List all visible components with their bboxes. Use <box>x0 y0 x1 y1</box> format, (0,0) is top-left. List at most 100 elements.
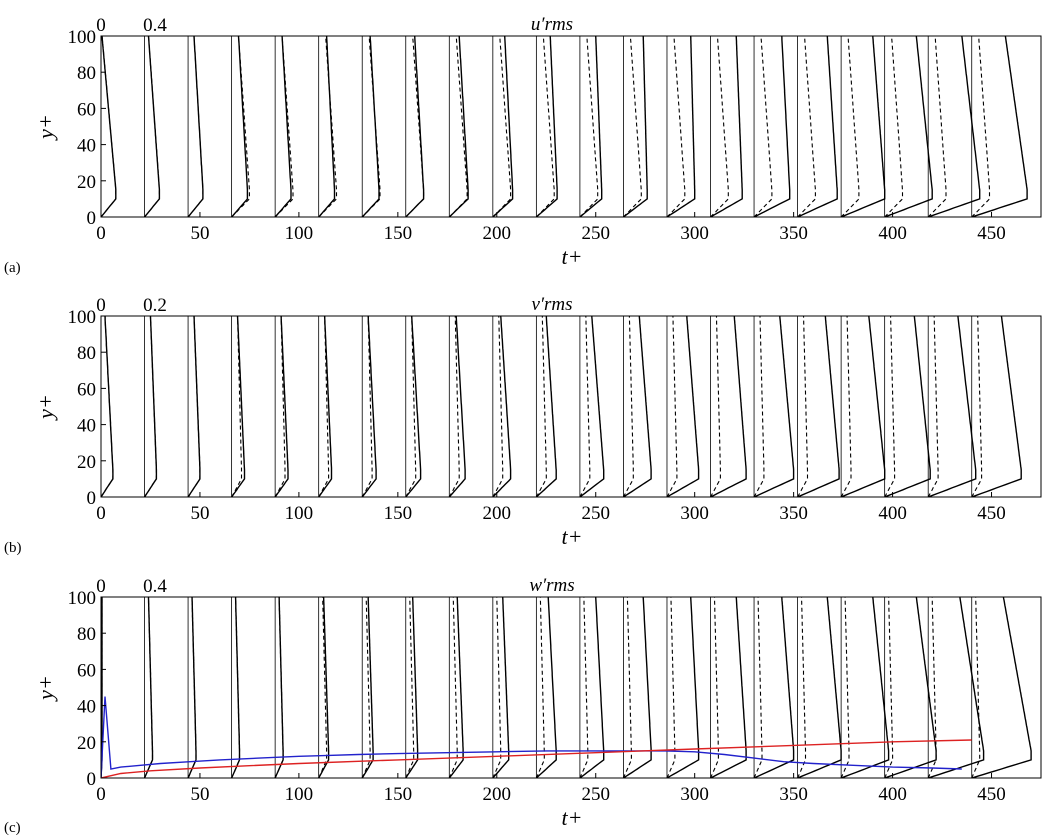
y-tick-label: 0 <box>87 208 97 229</box>
solid-profile <box>361 316 377 497</box>
dashed-profile <box>927 36 947 217</box>
solid-profile <box>492 316 512 497</box>
x-tick-label: 250 <box>581 503 610 524</box>
solid-profile <box>274 597 284 778</box>
dashed-profile <box>231 36 250 217</box>
x-tick-label: 0 <box>96 223 106 244</box>
axes-frame <box>100 596 1042 779</box>
dashed-profile <box>753 36 773 217</box>
profile-scale-zero: 0 <box>96 15 106 36</box>
dashed-profile <box>971 597 981 778</box>
solid-profile <box>884 597 937 778</box>
solid-profile <box>448 316 466 497</box>
dashed-profile <box>361 597 371 778</box>
solid-profile <box>797 597 842 778</box>
dashed-profile <box>579 36 599 217</box>
solid-profile <box>710 36 743 217</box>
x-tick-label: 300 <box>680 503 709 524</box>
panel-title: w′rms <box>529 575 574 596</box>
solid-profile <box>710 316 747 497</box>
solid-profile <box>840 597 890 778</box>
dashed-profile <box>405 597 415 778</box>
y-tick-label: 40 <box>77 416 96 437</box>
solid-profile <box>579 36 603 217</box>
dashed-profile <box>448 36 468 217</box>
panel-label: (b) <box>4 540 22 556</box>
y-tick-label: 60 <box>77 660 96 681</box>
dashed-profile <box>840 597 850 778</box>
dashed-profile <box>536 36 555 217</box>
dashed-profile <box>753 597 763 778</box>
panel-title: v′rms <box>531 294 572 315</box>
y-tick-label: 20 <box>77 172 96 193</box>
y-tick-label: 20 <box>77 733 96 754</box>
y-tick-label: 60 <box>77 379 96 400</box>
solid-profile <box>231 36 249 217</box>
x-tick-label: 100 <box>285 223 314 244</box>
solid-profile <box>710 597 747 778</box>
dashed-profile <box>884 597 894 778</box>
x-tick-label: 200 <box>483 503 512 524</box>
x-tick-label: 300 <box>680 223 709 244</box>
solid-profile <box>492 36 514 217</box>
dashed-profile <box>361 36 381 217</box>
solid-profile <box>448 36 469 217</box>
solid-profile <box>535 597 557 778</box>
solid-profile <box>101 316 114 497</box>
dashed-profile <box>448 316 460 497</box>
solid-profile <box>884 316 931 497</box>
y-tick-label: 80 <box>77 343 96 364</box>
x-tick-label: 400 <box>878 503 907 524</box>
solid-profile <box>405 597 419 778</box>
solid-profile <box>405 36 425 217</box>
dashed-profile <box>753 316 765 497</box>
x-axis-label: t+ <box>562 524 583 549</box>
solid-profile <box>797 316 840 497</box>
x-tick-label: 450 <box>977 223 1006 244</box>
y-tick-label: 100 <box>68 307 97 328</box>
x-tick-label: 300 <box>680 784 709 805</box>
solid-profile <box>187 316 201 497</box>
dashed-profile <box>840 36 860 217</box>
x-tick-label: 400 <box>878 223 907 244</box>
solid-profile <box>884 36 933 217</box>
solid-profile <box>623 316 652 497</box>
solid-profile <box>971 316 1022 497</box>
x-tick-label: 450 <box>977 784 1006 805</box>
y-tick-label: 100 <box>68 588 97 609</box>
overlay-series-1 <box>101 739 972 778</box>
y-tick-label: 20 <box>77 452 96 473</box>
x-tick-label: 350 <box>779 784 808 805</box>
y-tick-label: 0 <box>87 488 97 509</box>
dashed-profile <box>622 316 634 497</box>
solid-profile <box>753 316 795 497</box>
solid-profile <box>535 316 557 497</box>
solid-profile <box>318 316 333 497</box>
solid-profile <box>318 597 330 778</box>
solid-profile <box>753 597 795 778</box>
dashed-profile <box>666 36 686 217</box>
dashed-profile <box>971 316 983 497</box>
y-axis-label: y+ <box>33 394 58 421</box>
solid-profile <box>231 316 246 497</box>
solid-profile <box>274 316 289 497</box>
solid-profile <box>361 36 380 217</box>
panel-title: u′rms <box>531 14 573 35</box>
x-axis-label: t+ <box>562 244 583 269</box>
profile-scale-zero: 0 <box>96 576 106 597</box>
dashed-profile <box>884 316 896 497</box>
solid-profile <box>535 36 558 217</box>
y-tick-label: 100 <box>68 27 97 48</box>
dashed-profile <box>492 36 512 217</box>
dashed-profile <box>405 316 417 497</box>
x-tick-label: 200 <box>483 223 512 244</box>
dashed-profile <box>797 597 807 778</box>
x-tick-label: 0 <box>96 503 106 524</box>
dashed-profile <box>405 36 425 217</box>
y-axis-label: y+ <box>33 675 58 702</box>
solid-profile <box>187 36 204 217</box>
plot-area <box>101 316 1022 497</box>
dashed-profile <box>927 597 937 778</box>
x-tick-label: 150 <box>384 503 413 524</box>
